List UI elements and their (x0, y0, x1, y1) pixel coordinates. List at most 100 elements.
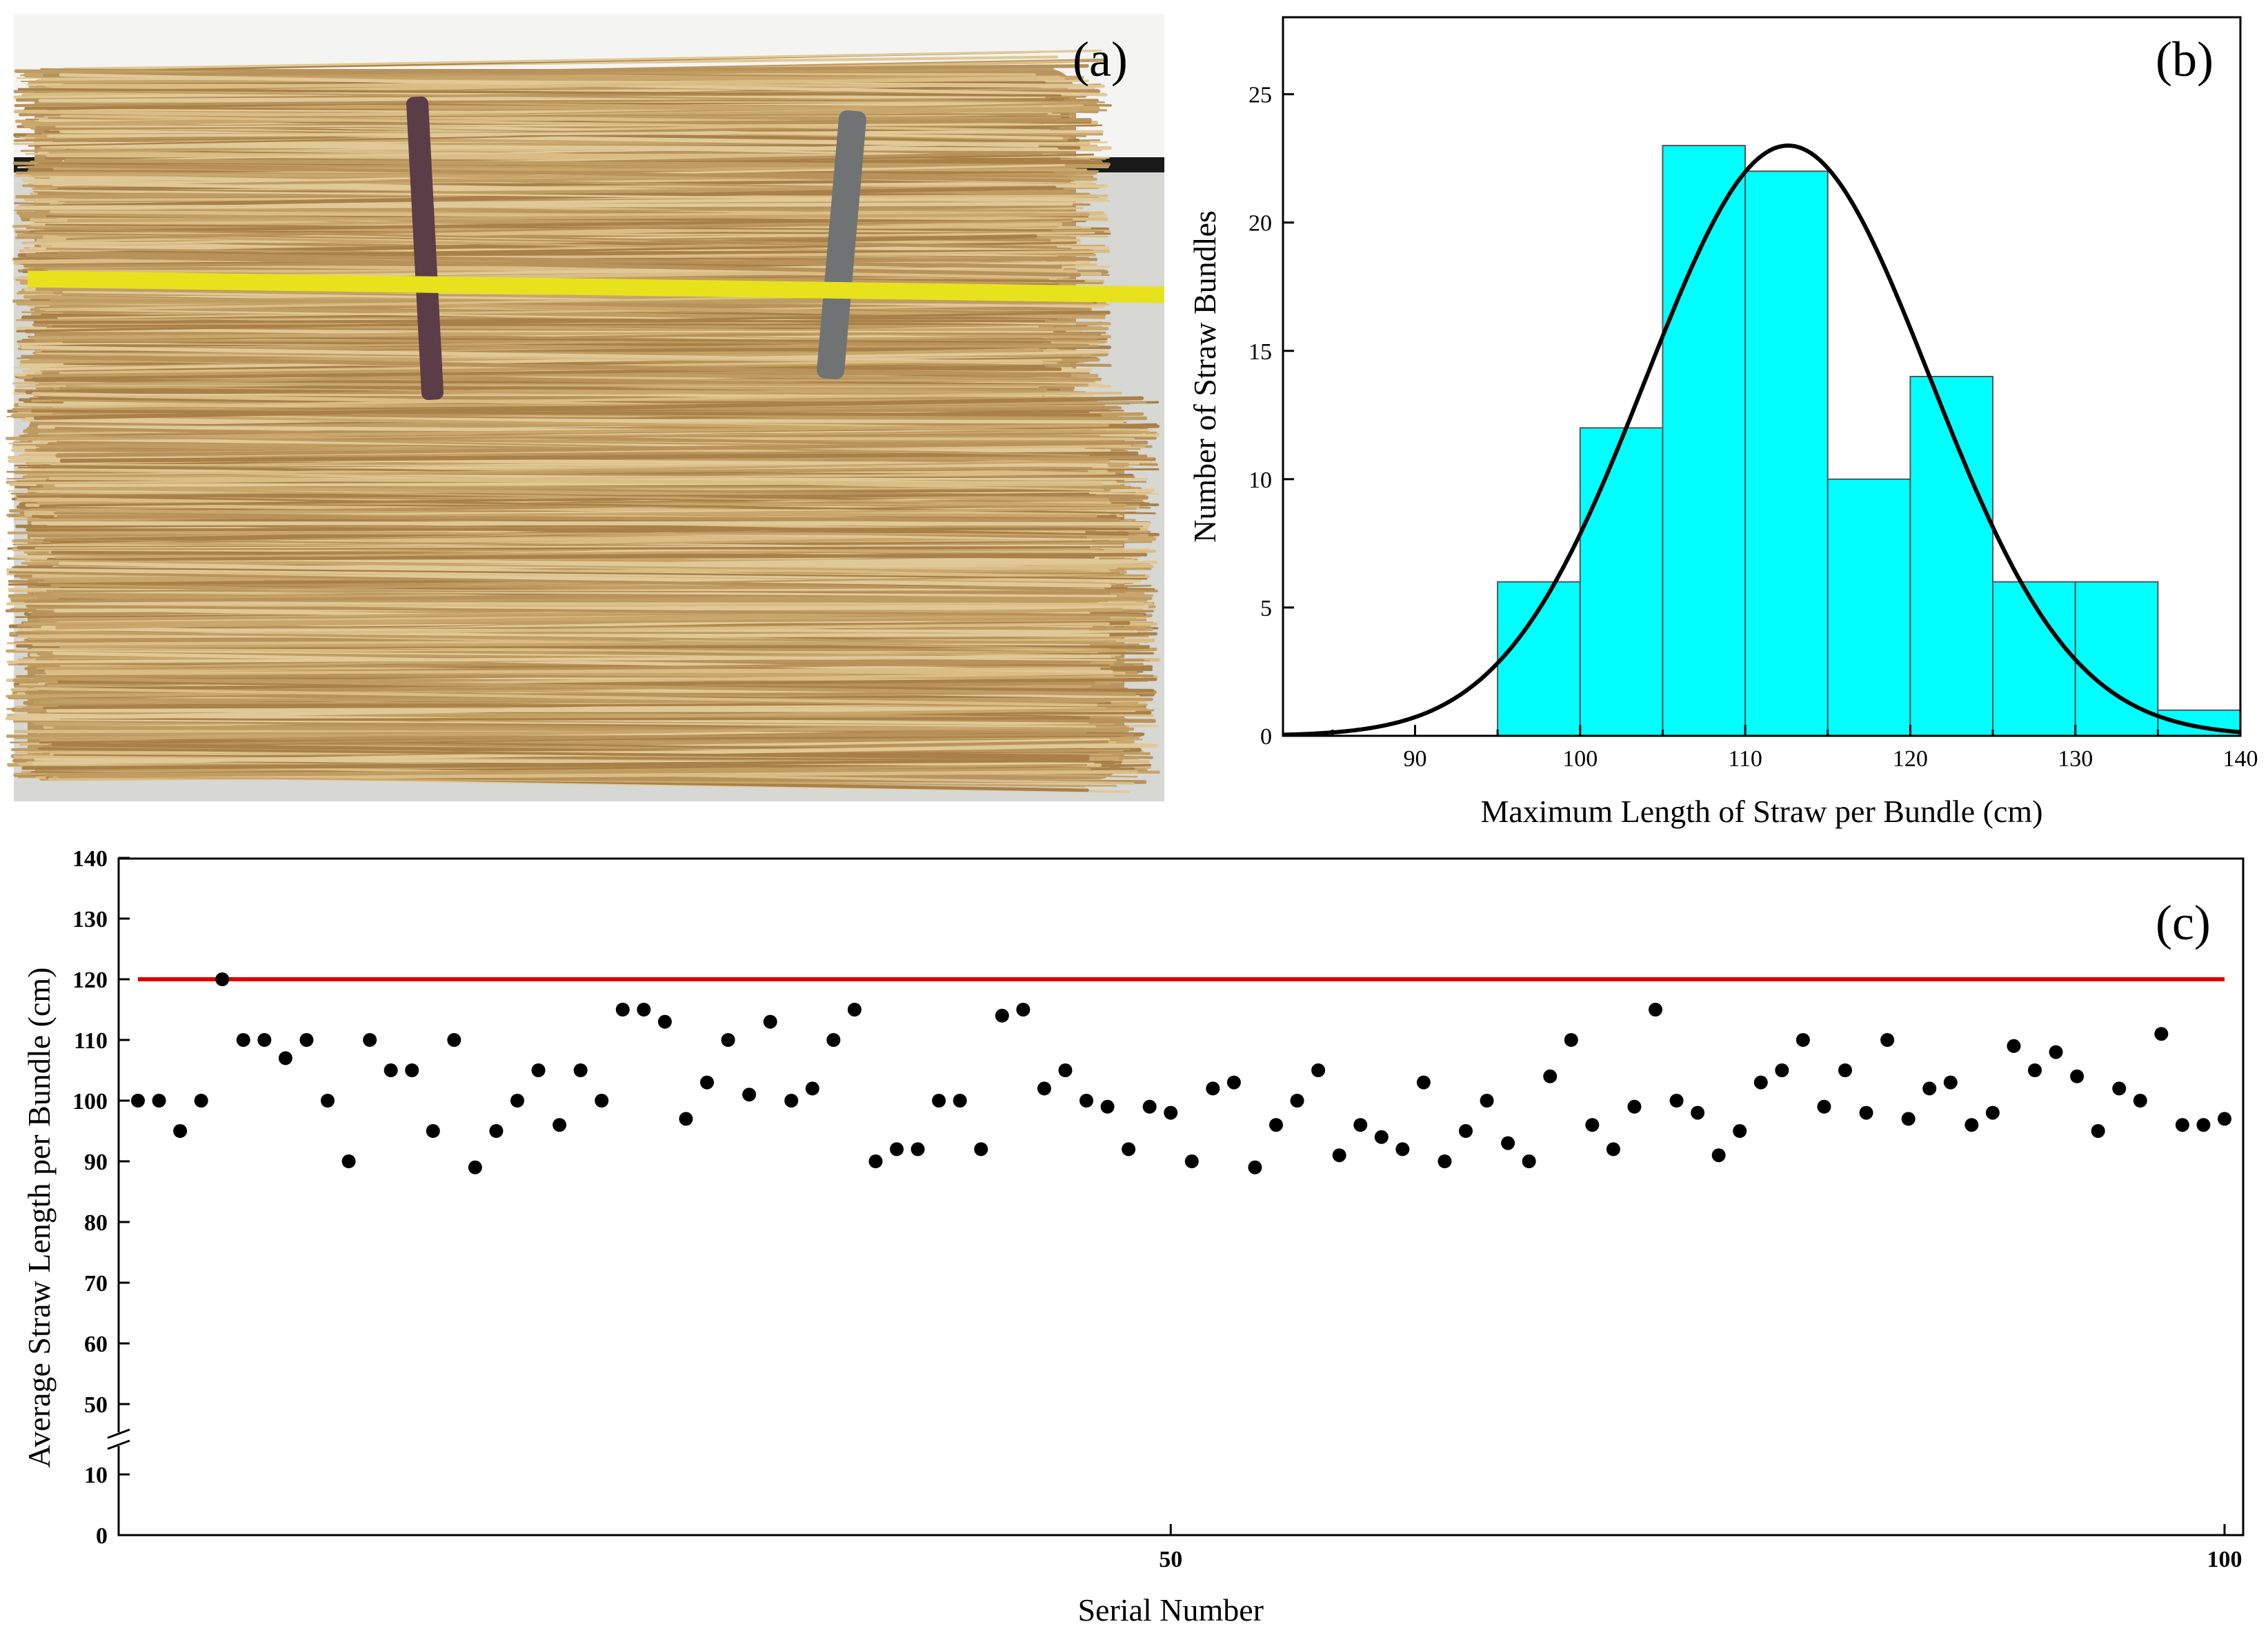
scatter-point (1627, 1099, 1642, 1114)
scatter-point (868, 1154, 883, 1168)
scatter-point (1775, 1063, 1789, 1077)
scatter-point (321, 1094, 335, 1108)
scatter-point (890, 1142, 904, 1157)
panel-label-c: (c) (2156, 895, 2211, 950)
scatter-point (553, 1118, 567, 1132)
scatter-point (1184, 1154, 1199, 1168)
scatter-point (2112, 1081, 2127, 1096)
scatter-point (1733, 1124, 1747, 1138)
scatter-point (447, 1033, 461, 1047)
scatter-point (1142, 1099, 1157, 1114)
scatter-point (1480, 1094, 1494, 1108)
histogram-bar (1662, 145, 1747, 737)
scatter-point (1206, 1081, 1220, 1096)
scatter-point (194, 1094, 208, 1108)
histogram-chart: 90 100 110 120 130 140 0 5 10 15 20 25 Maximum Leng… (1187, 16, 2258, 829)
scatter-point (700, 1075, 714, 1090)
y-tick-label: 10 (1249, 468, 1272, 493)
y-tick-label: 0 (96, 1523, 108, 1549)
straw-bundle-photo: (a) (5, 14, 1165, 801)
scatter-point (1796, 1033, 1810, 1047)
scatter-point (152, 1094, 166, 1108)
x-tick-label: 140 (2223, 746, 2258, 772)
y-tick-label: 10 (84, 1463, 108, 1488)
x-tick-label: 50 (1159, 1547, 1182, 1572)
scatter-point (1669, 1094, 1684, 1108)
scatter-point (784, 1094, 799, 1108)
scatter-point (531, 1063, 546, 1077)
scatter-point (1248, 1160, 1262, 1174)
scatter-point (257, 1033, 272, 1047)
scatter-point (679, 1112, 693, 1126)
scatter-point (1122, 1142, 1136, 1157)
histogram-x-axis-title: Maximum Length of Straw per Bundle (cm) (1480, 794, 2042, 829)
scatter-point (1943, 1075, 1958, 1090)
axis-break-mark (107, 1439, 130, 1450)
scatter-point (236, 1033, 250, 1047)
scatter-point (1606, 1142, 1620, 1157)
scatter-point (953, 1094, 967, 1108)
scatter-point (1859, 1105, 1873, 1120)
scatter-point (1964, 1118, 1979, 1132)
scatter-point (1100, 1099, 1115, 1114)
gray-binding-strap (817, 110, 866, 380)
scatter-point (405, 1063, 419, 1077)
scatter-point (1985, 1105, 2000, 1120)
y-tick-label: 140 (72, 846, 108, 872)
scatter-point (426, 1124, 440, 1138)
y-tick-label: 50 (84, 1392, 108, 1418)
scatter-point (1395, 1142, 1410, 1157)
scatter-point (1290, 1094, 1304, 1108)
scatter-point (1711, 1148, 1726, 1163)
y-tick-label: 90 (84, 1150, 108, 1175)
panel-label-a: (a) (1073, 32, 1128, 87)
scatter-point (2175, 1118, 2189, 1132)
y-tick-label: 120 (72, 968, 108, 993)
scatter-point (1438, 1154, 1452, 1168)
scatter-point (2007, 1039, 2021, 1053)
histogram-bar (1827, 478, 1911, 737)
scatter-point (805, 1081, 819, 1096)
scatter-point (510, 1094, 524, 1108)
histogram-y-axis-title: Number of Straw Bundles (1187, 210, 1222, 543)
straw-bundle-bottom (5, 392, 1160, 794)
scatter-point (299, 1033, 314, 1047)
scatter-point (2196, 1118, 2211, 1132)
scatter-point (974, 1142, 988, 1157)
scatter-point (1080, 1094, 1093, 1108)
histogram-frame (1282, 16, 2242, 737)
scatter-point (1880, 1033, 1895, 1047)
scatter-point (1311, 1063, 1326, 1077)
y-tick-label: 60 (84, 1332, 108, 1357)
measuring-tape (27, 270, 1165, 303)
purple-binding-strap (406, 96, 444, 401)
scatter-point (1332, 1148, 1346, 1163)
scatter-point (2028, 1063, 2042, 1077)
scatter-point (742, 1088, 757, 1102)
y-tick-label: 80 (84, 1210, 108, 1236)
scatter-point (2133, 1094, 2147, 1108)
scatter-point (1501, 1136, 1515, 1150)
y-tick-label: 100 (72, 1089, 108, 1114)
scatter-point (1016, 1003, 1031, 1017)
normal-fit-curve (1282, 143, 2241, 737)
scatter-point (1374, 1130, 1389, 1144)
scatter-point (847, 1003, 862, 1017)
histogram-bar (1579, 427, 1664, 737)
scatter-point (1037, 1081, 1051, 1096)
scatter-point (995, 1008, 1009, 1023)
scatter-point (1649, 1003, 1662, 1017)
scatter-point (173, 1124, 188, 1138)
scatter-point (1226, 1075, 1241, 1090)
y-tick-label: 0 (1260, 724, 1272, 750)
scatter-point (2091, 1124, 2105, 1138)
scatter-point (615, 1003, 630, 1017)
scatter-point (2070, 1069, 2085, 1083)
y-tick-label: 130 (72, 907, 108, 932)
scatter-y-axis-title: Average Straw Length per Bundle (cm) (21, 968, 57, 1468)
scatter-point (826, 1033, 841, 1047)
scatter-point (657, 1014, 672, 1029)
scatter-frame (117, 857, 2245, 1536)
scatter-point (1353, 1118, 1368, 1132)
y-tick-label: 25 (1249, 83, 1272, 108)
